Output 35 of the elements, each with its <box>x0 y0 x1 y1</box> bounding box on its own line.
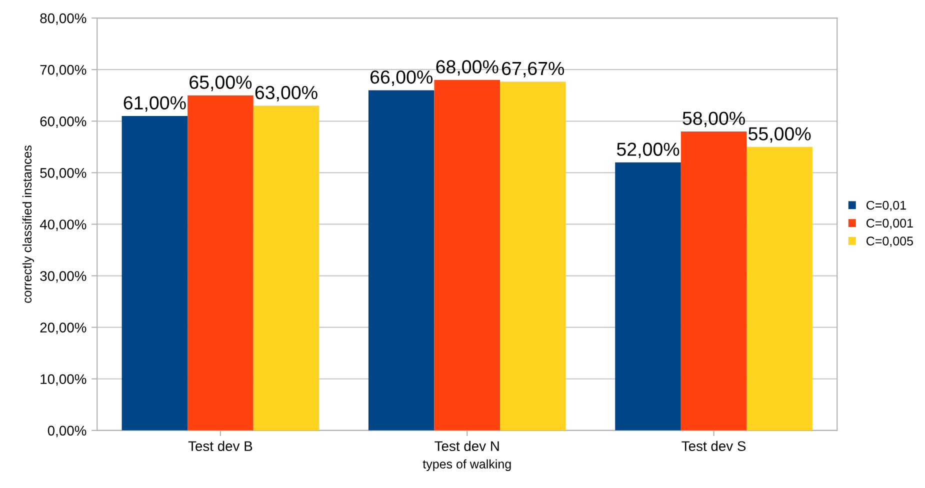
y-tick-label: 60,00% <box>40 116 86 128</box>
bar <box>500 82 566 430</box>
bar <box>746 146 812 430</box>
y-axis-title: correctly classified instances <box>22 145 34 303</box>
y-tick-label: 10,00% <box>40 374 86 386</box>
bar <box>434 80 500 430</box>
data-label: 67,67% <box>502 62 564 78</box>
bar <box>615 162 681 430</box>
y-tick-label: 20,00% <box>40 322 86 334</box>
data-label: 68,00% <box>436 60 498 76</box>
legend-label: C=0,01 <box>866 200 906 212</box>
legend-label: C=0,005 <box>866 236 913 247</box>
y-tick-label: 50,00% <box>40 168 86 180</box>
data-label: 66,00% <box>370 70 432 86</box>
data-label: 55,00% <box>748 127 811 143</box>
y-tick-label: 80,00% <box>40 13 86 25</box>
bar <box>122 116 188 430</box>
y-tick-label: 0,00% <box>48 426 86 438</box>
data-label: 63,00% <box>255 86 318 102</box>
y-tick-label: 70,00% <box>40 64 86 76</box>
bar <box>188 95 254 430</box>
x-tick-label: Test dev S <box>682 440 746 452</box>
data-label: 58,00% <box>682 112 745 128</box>
data-label: 61,00% <box>124 96 186 112</box>
x-axis-title: types of walking <box>422 459 511 471</box>
x-tick-label: Test dev N <box>434 440 499 452</box>
bar <box>680 131 747 430</box>
data-label: 52,00% <box>616 142 680 158</box>
x-tick-label: Test dev B <box>188 440 252 452</box>
legend-label: C=0,001 <box>866 218 913 230</box>
bar <box>253 106 320 430</box>
y-tick-label: 30,00% <box>40 271 86 283</box>
y-tick-label: 40,00% <box>40 220 86 232</box>
bar <box>368 90 434 430</box>
data-label: 65,00% <box>190 76 252 92</box>
